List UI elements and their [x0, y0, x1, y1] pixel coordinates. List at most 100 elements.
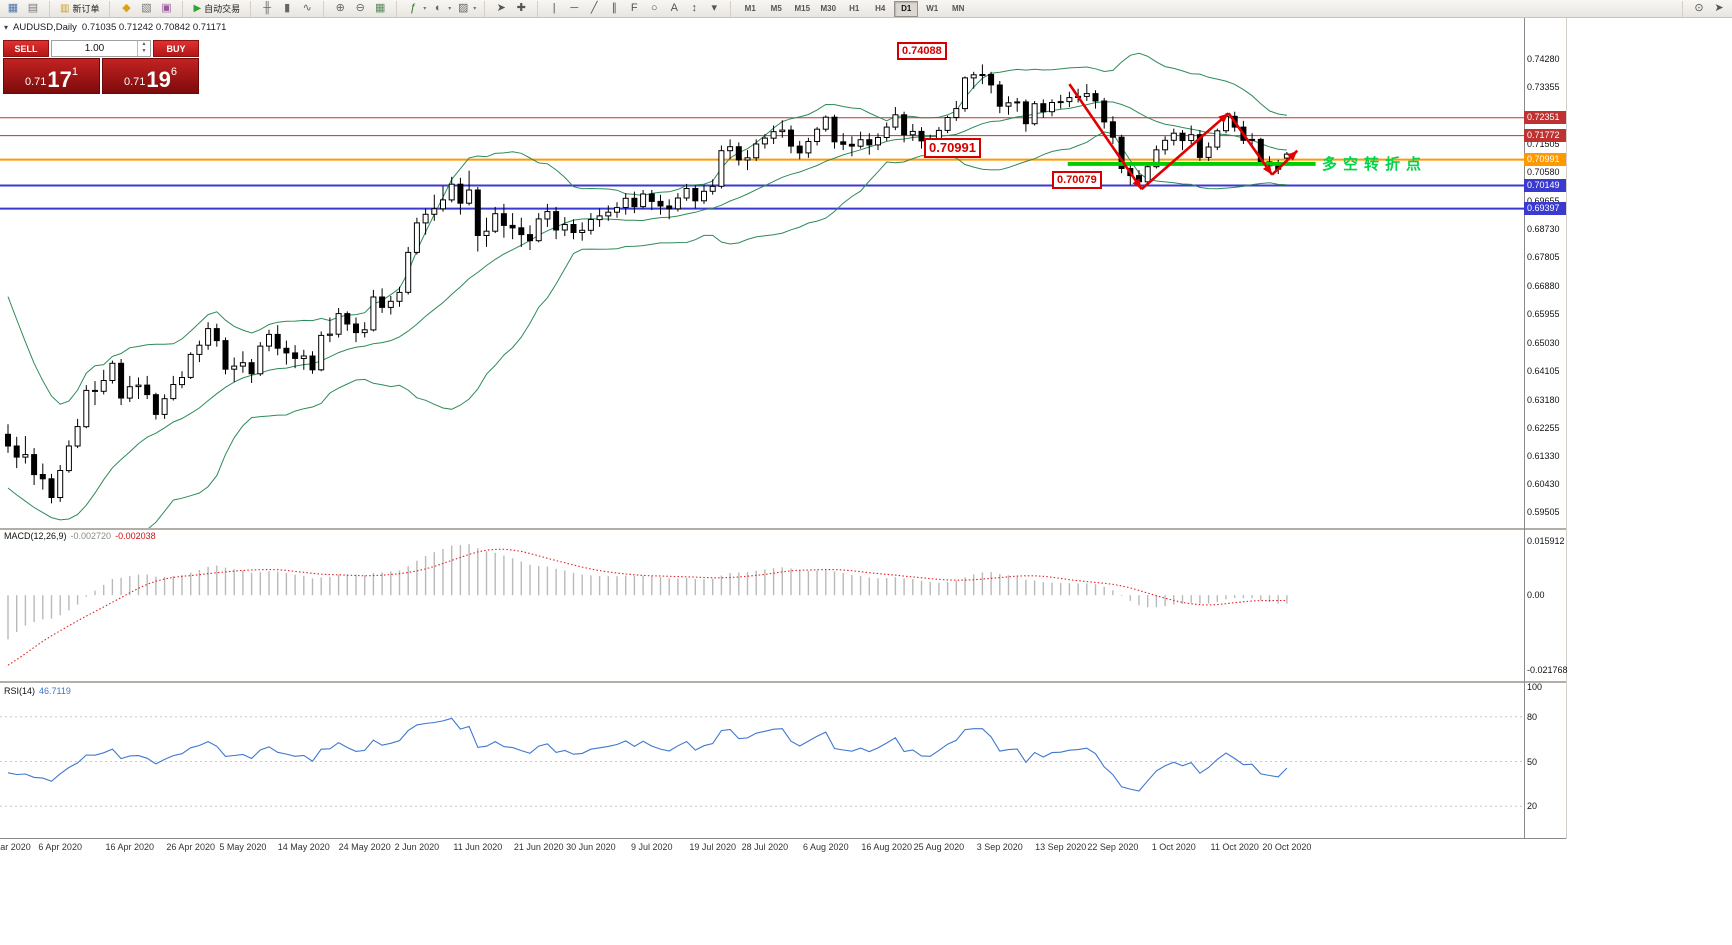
templates-icon[interactable]: ▨	[458, 2, 469, 14]
timeframe-mn[interactable]: MN	[952, 4, 965, 13]
tile-windows-icon[interactable]: ▦	[374, 2, 386, 14]
help-pointer-icon[interactable]: ➤	[1714, 2, 1724, 14]
templates-icon-caret[interactable]: ▾	[473, 6, 477, 12]
volume-spinner[interactable]: ▲ ▼	[137, 41, 150, 56]
vertical-line-icon[interactable]: |	[552, 2, 556, 14]
toolbar-group-insert-tools: ƒ ▾ ◐ ▾ ▨ ▾	[396, 0, 478, 17]
pane-splitter-rsi[interactable]	[0, 681, 1566, 683]
volume-value[interactable]: 1.00	[84, 43, 105, 54]
toolbar-group-order-tools: ▥ 新订单	[49, 0, 103, 17]
shapes-icon[interactable]: ○	[650, 2, 658, 14]
timeframe-m30[interactable]: M30	[820, 4, 837, 13]
rsi-indicator-label: RSI(14) 46.7119	[4, 686, 71, 696]
one-click-trading-panel: SELL 1.00 ▲ ▼ BUY 0.71 17 1 0.71 19 6	[3, 40, 199, 94]
profiles-icon[interactable]: ▤	[27, 2, 39, 14]
price-annotation-low[interactable]: 0.70079	[1052, 171, 1102, 189]
trend-arrow[interactable]	[1140, 112, 1230, 191]
find-symbol-icon[interactable]: ⊙	[1694, 2, 1704, 14]
toolbar-group-window-tools: ▦ ▤	[3, 1, 43, 17]
horizontal-line-icon[interactable]: ─	[570, 2, 579, 14]
one-click-collapse-icon[interactable]: ▾	[4, 23, 9, 32]
price-axis-tick: 0.67805	[1527, 252, 1560, 263]
price-annotation-pivot[interactable]: 0.70991	[924, 138, 981, 158]
trend-arrow[interactable]	[1068, 83, 1143, 190]
bollinger-upper-band	[7, 52, 1287, 405]
fibonacci-icon[interactable]: F	[630, 2, 638, 14]
price-axis-tick: 0.64105	[1527, 366, 1560, 377]
price-axis-tick: 0.73355	[1527, 81, 1560, 92]
sell-button-small[interactable]: SELL	[3, 40, 49, 57]
rsi-axis-tick: 20	[1527, 801, 1538, 812]
price-axis-tick: 0.74280	[1527, 53, 1560, 64]
crosshair-icon[interactable]: ✚	[516, 2, 526, 14]
trend-arrowhead	[1262, 164, 1273, 175]
macd-main-value: -0.002720	[70, 531, 112, 541]
date-axis-label: 11 Oct 2020	[1210, 842, 1259, 852]
date-axis-label: 6 Aug 2020	[803, 842, 849, 852]
price-axis-separator	[1524, 18, 1525, 839]
line-chart-icon[interactable]: ∿	[302, 2, 312, 14]
indicators-icon-caret[interactable]: ▾	[423, 6, 427, 12]
date-axis-label: 13 Sep 2020	[1035, 842, 1087, 852]
market-watch-icon[interactable]: ◆	[122, 2, 131, 14]
pane-splitter-macd[interactable]	[0, 528, 1566, 530]
macd-signal-value: -0.002038	[115, 531, 156, 541]
zoom-out-icon[interactable]: ⊖	[355, 2, 365, 14]
new-order-button[interactable]: ▥ 新订单	[56, 1, 103, 16]
indicators-icon[interactable]: ƒ	[410, 2, 417, 14]
zoom-in-icon[interactable]: ⊕	[335, 2, 345, 14]
price-axis-badge: 0.70991	[1524, 153, 1566, 167]
quote-ohlc-values: 0.71035 0.71242 0.70842 0.71171	[81, 22, 227, 33]
support-line-label[interactable]: 多空转折点	[1322, 156, 1428, 173]
data-window-icon[interactable]: ▧	[141, 2, 152, 14]
price-axis-tick: 0.65030	[1527, 337, 1560, 348]
timeframe-d1[interactable]: D1	[894, 0, 919, 17]
volume-input[interactable]: 1.00 ▲ ▼	[51, 40, 151, 57]
rsi-line	[7, 717, 1288, 792]
periods-icon[interactable]: ◐	[434, 2, 442, 14]
time-axis-separator	[0, 838, 1566, 839]
toolbar-group-zoom-tools: ⊕ ⊖ ▦	[323, 0, 390, 17]
timeframe-h1[interactable]: H1	[849, 4, 860, 13]
date-axis-label: 9 Jul 2020	[631, 842, 673, 852]
toolbar: ▦ ▤ ▥ 新订单 ◆ ▧ ▣ ▶ 自动交易 ╫ ▮ ∿ ⊕ ⊖ ▦ ƒ ▾ ◐ ▾ ▨ ▾ ➤ ✚ | ─ ╱ ∥ F ○ A ↕ ▾ M1 M…	[0, 0, 1732, 18]
timeframe-m15[interactable]: M15	[794, 4, 811, 13]
auto-trading-button[interactable]: ▶ 自动交易	[189, 1, 244, 16]
volume-down-icon[interactable]: ▼	[141, 48, 147, 54]
macd-pane-drawing	[7, 544, 1288, 666]
date-axis-label: 21 Jun 2020	[513, 842, 564, 852]
periods-icon-caret[interactable]: ▾	[448, 6, 452, 12]
cursor-icon[interactable]: ➤	[496, 2, 506, 14]
buy-price-button[interactable]: 0.71 19 6	[102, 58, 199, 94]
toolbar-group-autotrade-tools: ▶ 自动交易	[182, 0, 244, 17]
rsi-axis-tick: 50	[1527, 756, 1538, 767]
timeframe-m1[interactable]: M1	[744, 4, 756, 13]
terminal-icon[interactable]: ▣	[161, 2, 172, 14]
new-order-button-label: 新订单	[72, 4, 100, 14]
bar-chart-icon[interactable]: ╫	[263, 2, 272, 14]
trendline-icon[interactable]: ╱	[590, 2, 598, 14]
arrows-icon[interactable]: ↕	[691, 2, 697, 14]
price-axis-tick: 0.69655	[1527, 195, 1560, 206]
date-axis-label: 16 Apr 2020	[105, 842, 155, 852]
channel-icon[interactable]: ∥	[611, 2, 617, 14]
new-chart-icon[interactable]: ▦	[7, 2, 19, 14]
candle-chart-icon[interactable]: ▮	[284, 2, 291, 14]
text-icon[interactable]: A	[670, 2, 678, 14]
objects-more-icon[interactable]: ▾	[711, 2, 717, 14]
timeframe-w1[interactable]: W1	[926, 4, 939, 13]
macd-title: MACD(12,26,9)	[4, 531, 67, 541]
timeframe-m5[interactable]: M5	[770, 4, 782, 13]
trend-arrow[interactable]	[1227, 112, 1274, 176]
buy-button-small[interactable]: BUY	[153, 40, 199, 57]
sell-price-button[interactable]: 0.71 17 1	[3, 58, 100, 94]
price-annotation-high[interactable]: 0.74088	[897, 42, 947, 60]
volume-up-icon[interactable]: ▲	[141, 41, 147, 47]
price-axis-badge: 0.70149	[1524, 178, 1566, 192]
bollinger-lower-band	[148, 131, 1287, 528]
timeframe-h4[interactable]: H4	[875, 4, 886, 13]
price-axis-badge: 0.69397	[1524, 202, 1566, 216]
candlestick-series	[5, 64, 1290, 504]
